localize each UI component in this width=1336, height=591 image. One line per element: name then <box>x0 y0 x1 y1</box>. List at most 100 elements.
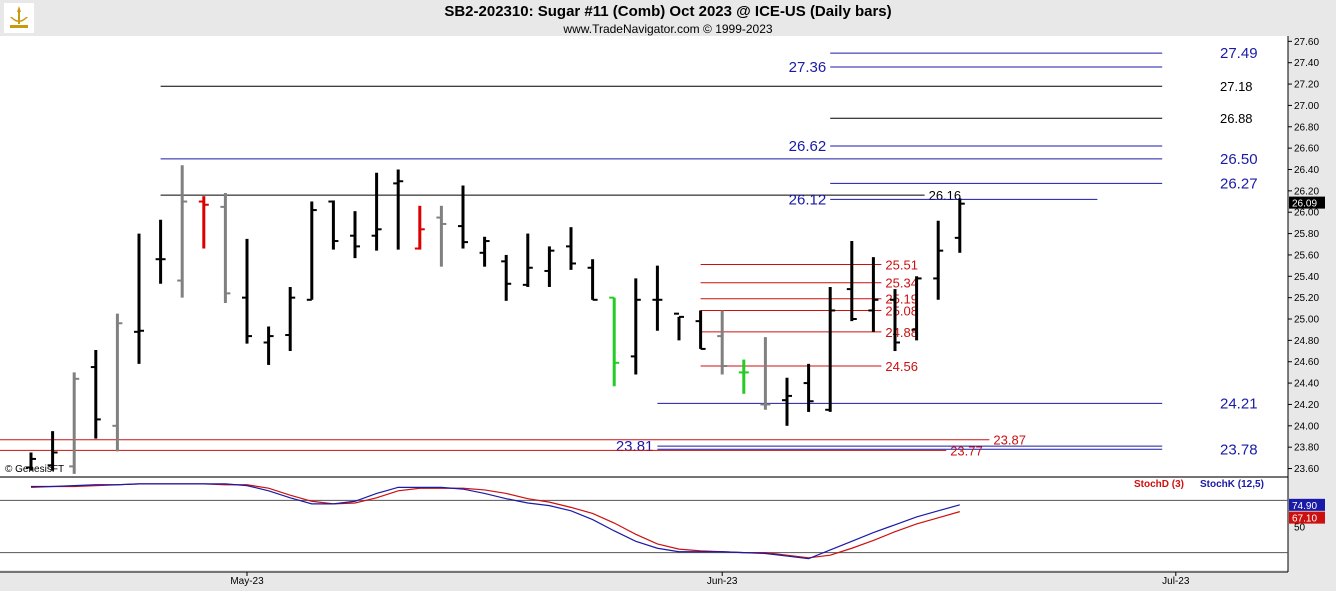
ohlc-bar <box>458 185 468 249</box>
y-tick-label: 25.80 <box>1294 229 1319 240</box>
level-label: 23.78 <box>1220 441 1258 458</box>
level-label: 24.56 <box>885 359 918 374</box>
price-axis: 27.60 27.40 27.20 27.00 26.80 26.60 26.40 26.20… <box>1288 37 1325 475</box>
level-label: 27.36 <box>789 59 827 76</box>
ohlc-bar <box>954 198 965 253</box>
ohlc-bar <box>436 205 447 267</box>
level-label: 26.62 <box>789 138 827 155</box>
stoch-k-value-box <box>1289 498 1325 511</box>
y-tick-label: 25.20 <box>1294 293 1319 304</box>
copyright-label: © GenesisFT <box>5 464 64 475</box>
level-label: 23.77 <box>950 443 983 458</box>
level-label: 27.49 <box>1220 45 1258 62</box>
ohlc-bar <box>328 200 339 250</box>
level-label: 26.16 <box>929 188 962 203</box>
stoch-k-line <box>31 483 960 560</box>
price-panel <box>0 36 1288 476</box>
y-tick-label: 27.60 <box>1294 37 1319 48</box>
y-tick-label: 26.80 <box>1294 122 1319 133</box>
x-tick-label: May-23 <box>230 576 264 587</box>
ohlc-bar <box>177 165 188 298</box>
ohlc-bar <box>674 312 684 341</box>
ohlc-bar <box>803 363 814 412</box>
y-tick-label: 24.40 <box>1294 379 1319 390</box>
y-tick-label: 27.20 <box>1294 80 1319 91</box>
ohlc-bar <box>242 238 252 344</box>
chart-title: SB2-202310: Sugar #11 (Comb) Oct 2023 @ … <box>444 3 892 20</box>
level-label: 26.88 <box>1220 111 1253 126</box>
level-label: 25.34 <box>885 276 918 291</box>
ohlc-bar <box>90 349 101 439</box>
chart-subtitle: www.TradeNavigator.com © 1999-2023 <box>563 22 773 36</box>
price-bars <box>26 165 965 474</box>
last-price-box <box>1289 196 1325 209</box>
ohlc-bar <box>933 220 944 300</box>
level-label: 23.87 <box>993 433 1026 448</box>
stochastic-lines: 50 74.90 67.10 <box>0 483 1325 560</box>
last-price-label: 26.09 <box>1292 199 1317 210</box>
y-tick-label: 27.00 <box>1294 101 1319 112</box>
y-tick-label: 24.60 <box>1294 357 1319 368</box>
x-tick-label: Jun-23 <box>707 576 738 587</box>
chart-header: SB2-202310: Sugar #11 (Comb) Oct 2023 @ … <box>0 0 1336 36</box>
ohlc-bar <box>155 219 166 284</box>
level-label: 24.88 <box>885 325 918 340</box>
level-label: 23.81 <box>616 438 654 455</box>
logo-icon <box>4 3 34 33</box>
stochastic-panel <box>0 478 1288 570</box>
ohlc-bar <box>630 278 641 375</box>
ohlc-bar <box>717 310 728 375</box>
ohlc-bar <box>414 205 425 250</box>
date-axis: May-23 Jun-23 Jul-23 <box>230 572 1190 587</box>
ohlc-bar <box>846 241 857 322</box>
y-tick-label: 26.20 <box>1294 186 1319 197</box>
ohlc-bar <box>134 233 144 364</box>
y-tick-label: 23.80 <box>1294 443 1319 454</box>
level-label: 26.27 <box>1220 175 1258 192</box>
stoch-tick-label: 50 <box>1294 523 1306 534</box>
ohlc-bar <box>522 233 533 287</box>
stoch-d-legend: StochD (3) <box>1134 479 1184 490</box>
y-tick-label: 27.40 <box>1294 58 1319 69</box>
y-tick-label: 26.60 <box>1294 144 1319 155</box>
ohlc-bar <box>393 169 404 250</box>
stoch-d-value-box <box>1289 511 1325 524</box>
ohlc-bar <box>738 359 749 394</box>
ohlc-bar <box>782 377 792 426</box>
ohlc-bar <box>566 227 576 270</box>
y-tick-label: 26.40 <box>1294 165 1319 176</box>
y-tick-label: 26.00 <box>1294 208 1319 219</box>
ohlc-bar <box>760 337 771 410</box>
ohlc-bar <box>263 326 274 365</box>
ohlc-bar <box>26 452 36 471</box>
ohlc-bar <box>501 254 512 301</box>
ohlc-bar <box>112 313 123 452</box>
y-tick-label: 24.00 <box>1294 421 1319 432</box>
y-tick-label: 23.60 <box>1294 464 1319 475</box>
y-tick-label: 25.60 <box>1294 250 1319 261</box>
y-tick-label: 25.00 <box>1294 315 1319 326</box>
level-label: 26.50 <box>1220 151 1258 168</box>
level-lines: 27.49 27.36 27.18 26.88 26.62 26.50 26.27 26.16… <box>0 45 1258 458</box>
ohlc-bar <box>198 196 209 249</box>
stoch-k-legend: StochK (12,5) <box>1200 479 1264 490</box>
ohlc-bar <box>350 211 360 259</box>
y-tick-label: 24.80 <box>1294 336 1319 347</box>
ohlc-bar <box>544 246 555 287</box>
ohlc-bar <box>479 236 490 267</box>
ohlc-bar <box>306 201 317 301</box>
level-label: 25.51 <box>885 258 918 273</box>
y-tick-label: 24.20 <box>1294 400 1319 411</box>
ohlc-bar <box>587 259 598 301</box>
ohlc-bar <box>825 286 836 412</box>
ohlc-bar <box>69 372 80 474</box>
ohlc-bar <box>868 257 879 332</box>
x-tick-label: Jul-23 <box>1162 576 1190 587</box>
ohlc-bar <box>220 192 231 303</box>
ohlc-bar <box>609 296 620 387</box>
stoch-k-value: 74.90 <box>1292 501 1317 512</box>
ohlc-bar <box>652 265 663 331</box>
ohlc-bar <box>890 289 900 352</box>
ohlc-bar <box>911 276 922 341</box>
